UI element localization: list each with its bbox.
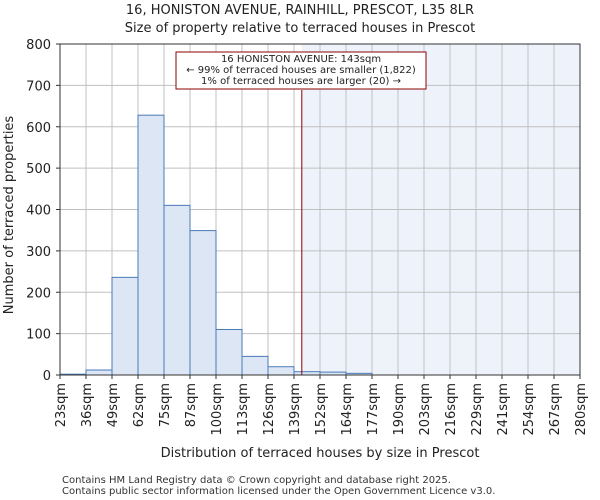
x-tick-label: 216sqm [444, 383, 459, 436]
x-tick-label: 75sqm [158, 383, 173, 427]
y-tick-label: 200 [26, 286, 51, 301]
x-tick-label: 203sqm [418, 383, 433, 436]
y-axis-ticks: 0 100 200 300 400 500 600 700 800 [26, 38, 60, 384]
y-tick-label: 0 [43, 369, 51, 384]
annotation-line-3: 1% of terraced houses are larger (20) → [201, 76, 401, 87]
bars [59, 114, 373, 376]
x-tick-label: 229sqm [470, 383, 485, 436]
bar-126sqm [267, 366, 295, 376]
x-tick-label: 126sqm [262, 383, 277, 436]
bar-113sqm [241, 355, 269, 376]
y-tick-label: 800 [26, 38, 51, 53]
x-tick-label: 152sqm [314, 383, 329, 436]
y-tick-label: 500 [26, 162, 51, 177]
x-tick-label: 36sqm [80, 383, 95, 427]
x-tick-label: 87sqm [184, 383, 199, 427]
footer-licence: Contains public sector information licen… [62, 486, 496, 497]
y-tick-label: 300 [26, 245, 51, 260]
x-tick-label: 254sqm [522, 383, 537, 436]
x-tick-label: 267sqm [548, 383, 563, 436]
y-tick-label: 600 [26, 121, 51, 136]
bar-62sqm [137, 114, 165, 376]
annotation-line-1: 16 HONISTON AVENUE: 143sqm [221, 54, 381, 65]
bar-75sqm [163, 204, 191, 376]
bar-36sqm [85, 369, 113, 376]
x-axis-label: Distribution of terraced houses by size … [161, 446, 480, 461]
chart-subtitle: Size of property relative to terraced ho… [124, 21, 476, 36]
x-tick-label: 100sqm [210, 383, 225, 436]
x-tick-label: 280sqm [574, 383, 589, 436]
y-axis-label: Number of terraced properties [2, 116, 17, 315]
x-tick-label: 62sqm [132, 383, 147, 427]
x-tick-label: 49sqm [106, 383, 121, 427]
x-tick-label: 177sqm [366, 383, 381, 436]
x-tick-label: 241sqm [496, 383, 511, 436]
x-tick-label: 139sqm [288, 383, 303, 436]
x-tick-label: 164sqm [340, 383, 355, 436]
x-tick-label: 113sqm [236, 383, 251, 436]
bar-100sqm [215, 328, 243, 376]
footer-copyright: Contains HM Land Registry data © Crown c… [62, 475, 451, 486]
y-tick-label: 400 [26, 204, 51, 219]
bar-87sqm [189, 230, 217, 376]
annotation-line-2: ← 99% of terraced houses are smaller (1,… [186, 65, 416, 76]
chart-title: 16, HONISTON AVENUE, RAINHILL, PRESCOT, … [125, 3, 475, 18]
y-tick-label: 100 [26, 328, 51, 343]
x-tick-label: 190sqm [392, 383, 407, 436]
annotation-box: 16 HONISTON AVENUE: 143sqm ← 99% of terr… [175, 51, 427, 90]
y-tick-label: 700 [26, 79, 51, 94]
x-axis-ticks: 23sqm 36sqm 49sqm 62sqm 75sqm 87sqm 100sqm 113s… [54, 375, 589, 436]
x-tick-label: 23sqm [54, 383, 69, 427]
bar-49sqm [111, 276, 139, 376]
